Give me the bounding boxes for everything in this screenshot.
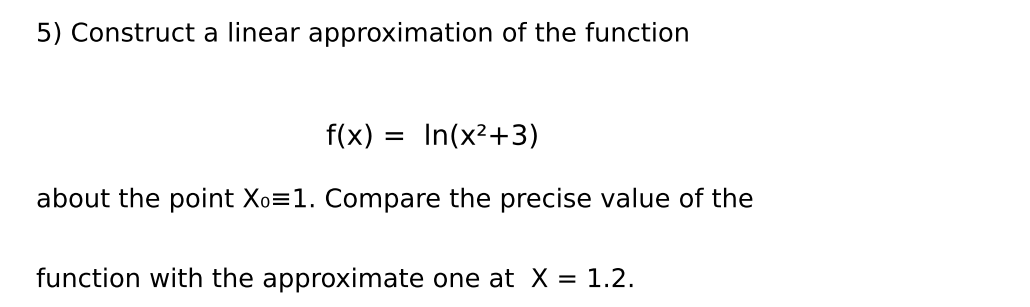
Text: about the point X₀≡1. Compare the precise value of the: about the point X₀≡1. Compare the precis…	[36, 187, 757, 213]
Text: 5) Construct a linear approximation of the function: 5) Construct a linear approximation of t…	[36, 21, 693, 48]
Text: function with the approximate one at  X = 1.2.: function with the approximate one at X =…	[36, 267, 638, 293]
Text: f(x) =  ln(x²+3): f(x) = ln(x²+3)	[327, 123, 539, 151]
